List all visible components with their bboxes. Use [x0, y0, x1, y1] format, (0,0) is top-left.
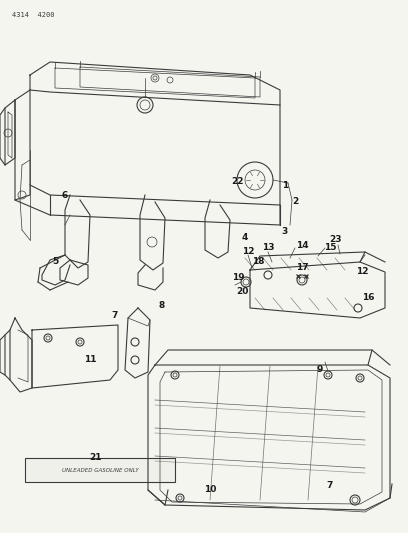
Text: 14: 14	[296, 240, 308, 249]
Text: 8: 8	[159, 302, 165, 311]
Text: UNLEADED GASOLINE ONLY: UNLEADED GASOLINE ONLY	[62, 467, 138, 472]
Bar	[25, 458, 175, 482]
Text: 12: 12	[356, 268, 368, 277]
Text: 23: 23	[329, 236, 341, 245]
Text: 9: 9	[317, 366, 323, 375]
Text: 15: 15	[324, 244, 336, 253]
Text: 18: 18	[252, 257, 264, 266]
Text: 16: 16	[362, 294, 374, 303]
Text: 22: 22	[232, 177, 244, 187]
Text: 1: 1	[282, 181, 288, 190]
Text: 12: 12	[242, 247, 254, 256]
Text: 19: 19	[232, 273, 244, 282]
Text: 11: 11	[84, 356, 96, 365]
Text: 2: 2	[292, 198, 298, 206]
Text: 7: 7	[327, 481, 333, 489]
Text: 6: 6	[62, 190, 68, 199]
Text: 4: 4	[242, 232, 248, 241]
Text: 20: 20	[236, 287, 248, 296]
Text: 5: 5	[52, 257, 58, 266]
Text: 17: 17	[296, 263, 308, 272]
Text: 13: 13	[262, 244, 274, 253]
Text: 21: 21	[89, 454, 101, 463]
Text: 7: 7	[112, 311, 118, 319]
Text: 3: 3	[282, 228, 288, 237]
Text: 4314  4200: 4314 4200	[12, 12, 55, 18]
Text: 10: 10	[204, 486, 216, 495]
